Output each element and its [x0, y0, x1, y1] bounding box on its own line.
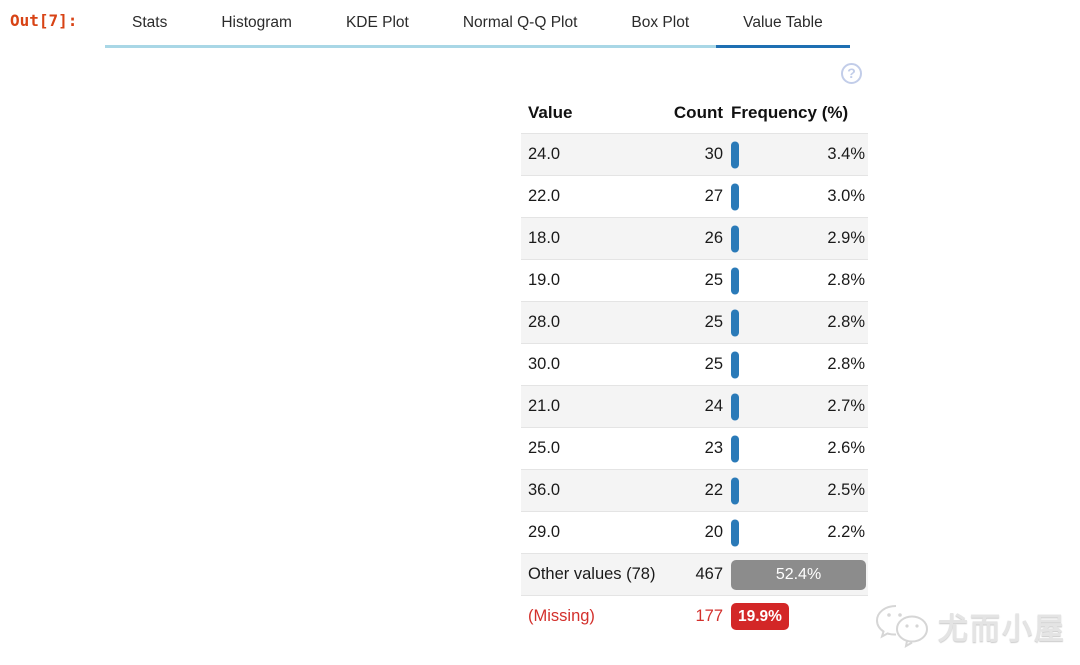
count-cell: 25 — [704, 313, 723, 331]
frequency-bar-other-values: 52.4% — [731, 559, 866, 590]
value-table: Value Count Frequency (%) 24.0 30 3.4% 22.0… — [521, 93, 868, 637]
tab-normal-q-q-plot[interactable]: Normal Q-Q Plot — [462, 13, 578, 31]
value-cell: 29.0 — [528, 523, 561, 541]
frequency-cell: 2.7% — [723, 386, 868, 427]
table-row: 30.0 25 2.8% — [521, 343, 868, 385]
frequency-cell: 3.4% — [723, 134, 868, 175]
frequency-bar — [731, 267, 739, 294]
frequency-cell: 2.8% — [723, 302, 868, 343]
missing-percent-badge: 19.9% — [731, 603, 789, 630]
value-cell: Other values (78) — [528, 565, 656, 583]
tab-bar: Stats Histogram KDE Plot Normal Q-Q Plot Box… — [105, 0, 850, 48]
value-cell: 24.0 — [528, 145, 561, 163]
table-row: 25.0 23 2.6% — [521, 427, 868, 469]
watermark: 尤而小屋 — [874, 603, 1066, 649]
count-cell: 467 — [695, 565, 723, 583]
table-row: 19.0 25 2.8% — [521, 259, 868, 301]
frequency-cell: 2.8% — [723, 344, 868, 385]
tab-box-plot[interactable]: Box Plot — [631, 13, 690, 31]
table-row: (Missing) 177 19.9% — [521, 595, 868, 637]
value-cell: 19.0 — [528, 271, 561, 289]
value-cell: 30.0 — [528, 355, 561, 373]
count-cell: 25 — [704, 271, 723, 289]
count-cell: 24 — [704, 397, 723, 415]
frequency-percent: 3.0% — [827, 187, 865, 205]
value-cell: 21.0 — [528, 397, 561, 415]
frequency-cell: 2.2% — [723, 512, 868, 553]
count-cell: 177 — [695, 607, 723, 625]
table-row: 36.0 22 2.5% — [521, 469, 868, 511]
table-row: Other values (78) 467 52.4% — [521, 553, 868, 595]
table-row: 22.0 27 3.0% — [521, 175, 868, 217]
frequency-percent: 2.9% — [827, 229, 865, 247]
value-cell: 25.0 — [528, 439, 561, 457]
frequency-cell: 2.6% — [723, 428, 868, 469]
count-cell: 25 — [704, 355, 723, 373]
frequency-percent: 3.4% — [827, 145, 865, 163]
count-cell: 26 — [704, 229, 723, 247]
table-body: 24.0 30 3.4% 22.0 27 3.0% 18.0 26 2.9% 19.0 25 2.8%… — [521, 133, 868, 637]
table-row: 24.0 30 3.4% — [521, 133, 868, 175]
tab-stats[interactable]: Stats — [132, 13, 168, 31]
frequency-bar — [731, 519, 739, 546]
value-cell: 22.0 — [528, 187, 561, 205]
count-cell: 27 — [704, 187, 723, 205]
frequency-percent: 2.8% — [827, 355, 865, 373]
frequency-cell: 19.9% — [723, 596, 868, 637]
column-header-value: Value — [528, 103, 573, 122]
value-cell: 28.0 — [528, 313, 561, 331]
frequency-percent: 2.5% — [827, 481, 865, 499]
frequency-percent: 2.8% — [827, 271, 865, 289]
frequency-bar — [731, 183, 739, 210]
frequency-bar — [731, 477, 739, 504]
table-row: 28.0 25 2.8% — [521, 301, 868, 343]
frequency-percent: 2.2% — [827, 523, 865, 541]
frequency-bar — [731, 435, 739, 462]
table-header-row: Value Count Frequency (%) — [521, 93, 868, 133]
table-row: 21.0 24 2.7% — [521, 385, 868, 427]
frequency-percent: 2.7% — [827, 397, 865, 415]
frequency-percent: 2.8% — [827, 313, 865, 331]
watermark-text: 尤而小屋 — [938, 613, 1066, 646]
frequency-percent: 2.6% — [827, 439, 865, 457]
table-row: 18.0 26 2.9% — [521, 217, 868, 259]
tab-histogram[interactable]: Histogram — [221, 13, 292, 31]
column-header-frequency: Frequency (%) — [731, 103, 849, 122]
count-cell: 20 — [704, 523, 723, 541]
count-cell: 30 — [704, 145, 723, 163]
count-cell: 23 — [704, 439, 723, 457]
table-row: 29.0 20 2.2% — [521, 511, 868, 553]
output-prompt: Out[7]: — [10, 11, 78, 30]
wechat-logo-icon — [875, 605, 928, 648]
frequency-bar — [731, 309, 739, 336]
frequency-bar — [731, 393, 739, 420]
frequency-bar — [731, 141, 739, 168]
frequency-cell: 52.4% — [723, 554, 868, 595]
tab-value-table[interactable]: Value Table — [716, 0, 850, 48]
column-header-count: Count — [673, 103, 723, 122]
count-cell: 22 — [704, 481, 723, 499]
frequency-cell: 2.8% — [723, 260, 868, 301]
frequency-cell: 2.5% — [723, 470, 868, 511]
frequency-bar — [731, 351, 739, 378]
value-cell: 18.0 — [528, 229, 561, 247]
frequency-bar — [731, 225, 739, 252]
frequency-cell: 3.0% — [723, 176, 868, 217]
help-icon[interactable]: ? — [841, 63, 862, 84]
frequency-cell: 2.9% — [723, 218, 868, 259]
value-cell: (Missing) — [528, 607, 595, 625]
tab-kde-plot[interactable]: KDE Plot — [345, 13, 409, 31]
value-cell: 36.0 — [528, 481, 561, 499]
